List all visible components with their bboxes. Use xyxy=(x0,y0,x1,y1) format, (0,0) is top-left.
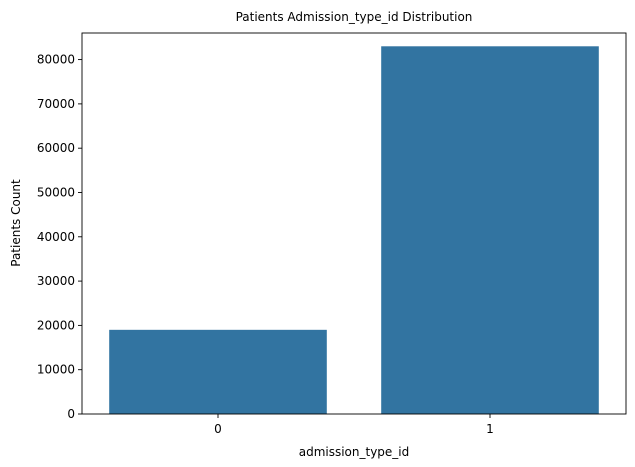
y-tick-label: 0 xyxy=(67,407,75,421)
bar-0 xyxy=(109,329,327,414)
plot-frame xyxy=(81,32,627,415)
bars-group xyxy=(109,46,599,414)
x-axis-label: admission_type_id xyxy=(299,445,410,459)
y-axis-label: Patients Count xyxy=(9,179,23,267)
bar-1 xyxy=(381,46,599,414)
y-tick-label: 80000 xyxy=(37,53,75,67)
chart-title: Patients Admission_type_id Distribution xyxy=(236,10,473,24)
y-tick-label: 70000 xyxy=(37,97,75,111)
y-tick-label: 50000 xyxy=(37,185,75,199)
y-tick-label: 60000 xyxy=(37,141,75,155)
y-tick-label: 10000 xyxy=(37,363,75,377)
y-axis-ticks: 0 10000 20000 30000 40000 50000 60000 70000 8000… xyxy=(37,53,82,421)
y-tick-label: 40000 xyxy=(37,230,75,244)
x-tick-label: 0 xyxy=(214,422,222,436)
y-tick-label: 20000 xyxy=(37,318,75,332)
y-tick-label: 30000 xyxy=(37,274,75,288)
x-tick-label: 1 xyxy=(486,422,494,436)
